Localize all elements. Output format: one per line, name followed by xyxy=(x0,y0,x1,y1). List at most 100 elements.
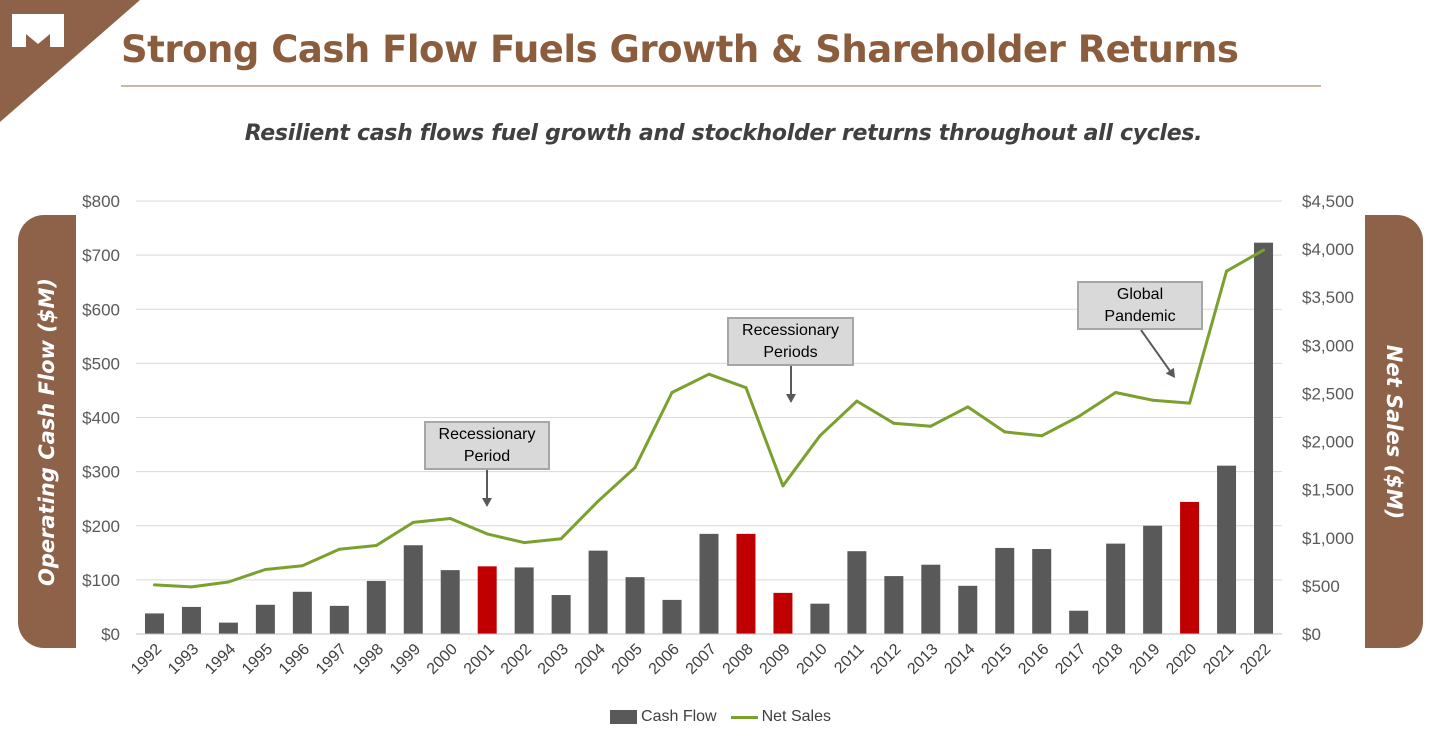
point-net-sales-2009 xyxy=(781,484,785,488)
bar-cash-flow-2021 xyxy=(1217,465,1237,634)
y-left-tick-label: $400 xyxy=(82,409,120,428)
y-left-tick-label: $500 xyxy=(82,354,120,373)
y-left-tick-label: $800 xyxy=(82,192,120,211)
bar-cash-flow-2003 xyxy=(551,595,571,634)
point-net-sales-1992 xyxy=(152,583,156,587)
callout-2009: Recessionary Periods xyxy=(727,317,854,366)
legend-label-net-sales: Net Sales xyxy=(761,708,831,725)
bar-cash-flow-2006 xyxy=(662,599,682,634)
x-tick-label: 1992 xyxy=(128,641,165,678)
x-tick-label: 2021 xyxy=(1200,641,1237,678)
x-tick-label: 2022 xyxy=(1237,641,1274,678)
point-net-sales-2002 xyxy=(522,541,526,545)
bar-cash-flow-1998 xyxy=(366,580,386,634)
y-left-tick-label: $600 xyxy=(82,300,120,319)
x-tick-label: 2012 xyxy=(867,641,904,678)
y-right-tick-label: $1,500 xyxy=(1302,481,1354,500)
x-tick-label: 2007 xyxy=(683,641,720,678)
callout-2020: Global Pandemic xyxy=(1077,281,1203,330)
point-net-sales-1997 xyxy=(337,547,341,551)
bar-cash-flow-2015 xyxy=(995,547,1015,634)
y-right-tick-label: $3,500 xyxy=(1302,288,1354,307)
legend-swatch-cash-flow xyxy=(610,710,638,724)
bar-cash-flow-1997 xyxy=(329,605,349,634)
point-net-sales-1995 xyxy=(263,568,267,572)
x-tick-label: 2006 xyxy=(646,641,683,678)
x-tick-label: 2018 xyxy=(1089,641,1126,678)
left-axis-tab: Operating Cash Flow ($M) xyxy=(18,215,76,648)
bar-cash-flow-2001 xyxy=(477,566,497,634)
x-tick-label: 2001 xyxy=(461,641,498,678)
point-net-sales-2012 xyxy=(892,421,896,425)
bar-cash-flow-1994 xyxy=(218,622,238,634)
x-tick-label: 2008 xyxy=(720,641,757,678)
chart-legend: Cash Flow Net Sales xyxy=(0,708,1441,726)
x-tick-label: 2017 xyxy=(1052,641,1089,678)
bar-cash-flow-2017 xyxy=(1069,610,1089,634)
y-right-tick-label: $4,000 xyxy=(1302,240,1354,259)
x-tick-label: 1994 xyxy=(202,641,239,678)
point-net-sales-2011 xyxy=(855,399,859,403)
legend-item-cash-flow: Cash Flow xyxy=(610,708,717,726)
x-tick-label: 2016 xyxy=(1015,641,1052,678)
callout-arrowhead-2020 xyxy=(1165,367,1175,378)
bar-cash-flow-2016 xyxy=(1032,549,1052,634)
m-logo-icon xyxy=(0,0,140,122)
right-axis-tab: Net Sales ($M) xyxy=(1365,215,1423,648)
bar-cash-flow-2008 xyxy=(736,533,756,634)
y-left-tick-label: $700 xyxy=(82,246,120,265)
y-left-tick-label: $200 xyxy=(82,517,120,536)
bar-cash-flow-2011 xyxy=(847,551,867,634)
x-tick-label: 1998 xyxy=(350,641,387,678)
bar-cash-flow-2004 xyxy=(588,550,608,634)
page-subtitle: Resilient cash flows fuel growth and sto… xyxy=(244,121,1203,146)
x-tick-label: 2003 xyxy=(535,641,572,678)
x-tick-label: 1999 xyxy=(387,641,424,678)
legend-label-cash-flow: Cash Flow xyxy=(641,708,717,725)
point-net-sales-2000 xyxy=(448,517,452,521)
bar-cash-flow-2007 xyxy=(699,533,719,634)
point-net-sales-2021 xyxy=(1225,269,1229,273)
bar-cash-flow-2002 xyxy=(514,567,534,634)
page-title: Strong Cash Flow Fuels Growth & Sharehol… xyxy=(121,28,1239,71)
y-right-tick-label: $0 xyxy=(1302,625,1321,644)
point-net-sales-1998 xyxy=(374,543,378,547)
x-tick-label: 1996 xyxy=(276,641,313,678)
point-net-sales-2001 xyxy=(485,532,489,536)
title-divider xyxy=(121,85,1321,87)
x-tick-label: 2005 xyxy=(609,641,646,678)
bar-cash-flow-2020 xyxy=(1180,501,1200,634)
bar-cash-flow-2012 xyxy=(884,576,904,634)
point-net-sales-2015 xyxy=(1003,430,1007,434)
x-tick-label: 2019 xyxy=(1126,641,1163,678)
point-net-sales-2018 xyxy=(1114,390,1118,394)
bar-cash-flow-2005 xyxy=(625,577,645,634)
point-net-sales-1996 xyxy=(300,564,304,568)
x-tick-label: 1997 xyxy=(313,641,350,678)
point-net-sales-2014 xyxy=(966,405,970,409)
point-net-sales-2017 xyxy=(1077,415,1081,419)
y-right-tick-label: $4,500 xyxy=(1302,192,1354,211)
x-tick-label: 2011 xyxy=(831,641,867,677)
y-right-tick-label: $2,000 xyxy=(1302,433,1354,452)
x-tick-label: 2014 xyxy=(941,641,978,678)
y-right-tick-label: $3,000 xyxy=(1302,336,1354,355)
y-right-tick-label: $500 xyxy=(1302,577,1340,596)
callout-arrow-2020 xyxy=(1140,329,1171,372)
x-tick-label: 2000 xyxy=(424,641,461,678)
point-net-sales-2019 xyxy=(1151,398,1155,402)
x-tick-label: 1995 xyxy=(239,641,276,678)
point-net-sales-2013 xyxy=(929,424,933,428)
x-tick-label: 2009 xyxy=(757,641,794,678)
bar-cash-flow-1996 xyxy=(292,591,312,634)
y-left-tick-label: $300 xyxy=(82,463,120,482)
point-net-sales-2020 xyxy=(1188,401,1192,405)
point-net-sales-2007 xyxy=(707,372,711,376)
legend-item-net-sales: Net Sales xyxy=(723,708,831,726)
bar-cash-flow-2000 xyxy=(440,570,460,634)
x-tick-label: 2020 xyxy=(1163,641,1200,678)
point-net-sales-1993 xyxy=(189,585,193,589)
callout-2001: Recessionary Period xyxy=(424,421,550,470)
point-net-sales-2022 xyxy=(1262,248,1266,252)
